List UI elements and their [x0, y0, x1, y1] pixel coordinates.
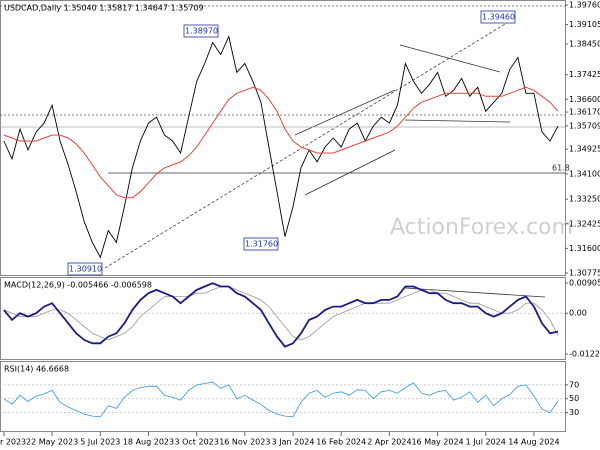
y-tick-label: 70	[569, 380, 579, 389]
y-tick-label: 1.37425	[569, 70, 600, 79]
y-tick-label: 1.31600	[569, 244, 600, 253]
annotation: 1.30910	[69, 265, 102, 274]
annotation-box	[480, 10, 516, 24]
chart-title: USDCAD,Daily 1.35040 1.35817 1.34647 1.3…	[4, 4, 204, 13]
x-tick-label: 16 May 2024	[411, 438, 463, 447]
macd-title: MACD(12,26,9) -0.005466 -0.006598	[4, 281, 152, 290]
watermark: ActionForex.com	[390, 215, 573, 240]
price-line-series	[3, 86, 559, 199]
y-tick-label: 1.34100	[569, 169, 600, 178]
rsi-panel	[0, 361, 566, 432]
x-tick-label: 3 Oct 2023	[174, 438, 218, 447]
price-panel	[0, 0, 566, 276]
annotation: 1.38970	[185, 27, 218, 36]
y-tick-label: 1.33250	[569, 195, 600, 204]
y-tick-label: 50	[569, 394, 579, 403]
x-tick-label: 18 Aug 2023	[123, 438, 174, 447]
channel-line	[294, 89, 396, 136]
x-tick-label: 22 May 2023	[26, 438, 78, 447]
x-tick-label: 2 Apr 2024	[367, 438, 411, 447]
x-tick-label: 14 Aug 2024	[508, 438, 559, 447]
y-tick-label: -0.012209	[569, 350, 600, 359]
y-tick-label: 1.36600	[569, 95, 600, 104]
rsi-line	[3, 381, 559, 418]
y-tick-label: 1.38450	[569, 40, 600, 49]
trend-line	[104, 17, 516, 269]
macd-line	[3, 282, 559, 348]
macd-panel	[0, 277, 566, 360]
y-tick-label: 0.009055	[569, 279, 600, 288]
y-tick-label: 1.30775	[569, 269, 600, 278]
annotation: 1.31760	[245, 240, 278, 249]
y-tick-label: 30	[569, 408, 579, 417]
triangle-line	[399, 44, 501, 73]
x-tick-label: 1 Jul 2024	[466, 438, 506, 447]
x-tick-label: 6 Apr 2023	[0, 438, 26, 447]
x-tick-label: 16 Nov 2023	[219, 438, 270, 447]
annotation-box	[183, 24, 219, 38]
y-tick-label: 1.39760	[569, 1, 600, 10]
annotation: 1.39460	[482, 13, 515, 22]
annotation-box	[243, 237, 279, 251]
y-tick-label: 1.39105	[569, 20, 600, 29]
macd-line	[3, 286, 559, 341]
y-tick-label: 1.35709	[569, 121, 600, 130]
y-tick-label: 1.36170	[569, 108, 600, 117]
x-tick-label: 16 Feb 2024	[316, 438, 366, 447]
annotation: 61.8	[552, 164, 570, 173]
y-tick-label: 1.34925	[569, 145, 600, 154]
annotation-box	[67, 262, 103, 276]
rsi-title: RSI(14) 46.6668	[4, 365, 69, 374]
channel-line	[304, 149, 396, 196]
price-line-series	[3, 35, 559, 259]
triangle-line	[404, 119, 511, 123]
y-tick-label: 0.00	[569, 309, 587, 318]
x-tick-label: 3 Jan 2024	[272, 438, 315, 447]
y-tick-label: 1.32425	[569, 219, 600, 228]
x-tick-label: 5 Jul 2023	[80, 438, 120, 447]
